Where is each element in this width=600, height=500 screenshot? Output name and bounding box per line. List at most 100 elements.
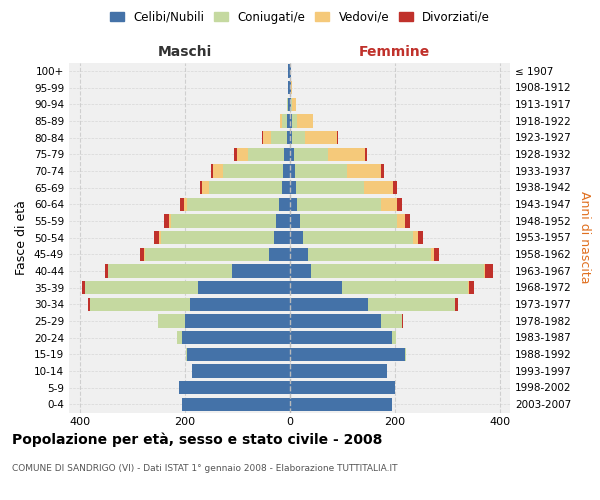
Bar — [193, 364, 290, 378]
Bar — [290, 148, 294, 161]
Bar — [290, 314, 382, 328]
Bar — [405, 214, 410, 228]
Bar — [455, 298, 458, 311]
Bar — [202, 181, 209, 194]
Bar — [182, 331, 290, 344]
Bar — [290, 264, 311, 278]
Bar — [290, 214, 300, 228]
Bar — [290, 298, 368, 311]
Bar — [392, 331, 396, 344]
Bar — [291, 98, 292, 111]
Bar — [311, 264, 484, 278]
Bar — [308, 248, 431, 261]
Bar — [302, 231, 413, 244]
Bar — [347, 164, 382, 177]
Bar — [282, 181, 290, 194]
Bar — [169, 214, 172, 228]
Bar — [164, 214, 169, 228]
Bar — [290, 81, 292, 94]
Bar — [105, 264, 108, 278]
Bar — [290, 198, 298, 211]
Y-axis label: Fasce di età: Fasce di età — [16, 200, 28, 275]
Bar — [290, 114, 292, 128]
Bar — [144, 248, 145, 261]
Bar — [237, 148, 248, 161]
Bar — [172, 214, 277, 228]
Bar — [211, 164, 214, 177]
Bar — [182, 398, 290, 411]
Bar — [185, 314, 290, 328]
Bar — [140, 248, 144, 261]
Bar — [282, 114, 287, 128]
Bar — [382, 198, 397, 211]
Bar — [434, 248, 439, 261]
Bar — [280, 114, 282, 128]
Bar — [290, 181, 296, 194]
Bar — [418, 231, 424, 244]
Bar — [287, 131, 290, 144]
Bar — [279, 198, 290, 211]
Bar — [328, 148, 365, 161]
Bar — [179, 381, 290, 394]
Bar — [368, 298, 455, 311]
Bar — [88, 298, 90, 311]
Bar — [289, 64, 290, 78]
Bar — [185, 348, 187, 361]
Bar — [190, 298, 290, 311]
Bar — [382, 314, 403, 328]
Bar — [469, 281, 474, 294]
Bar — [305, 131, 337, 144]
Bar — [277, 214, 290, 228]
Bar — [290, 248, 308, 261]
Text: Popolazione per età, sesso e stato civile - 2008: Popolazione per età, sesso e stato civil… — [12, 432, 382, 447]
Bar — [263, 131, 271, 144]
Bar — [290, 231, 302, 244]
Bar — [413, 231, 418, 244]
Bar — [223, 164, 283, 177]
Text: Femmine: Femmine — [359, 45, 430, 59]
Bar — [431, 248, 434, 261]
Bar — [288, 98, 290, 111]
Bar — [342, 281, 468, 294]
Text: COMUNE DI SANDRIGO (VI) - Dati ISTAT 1° gennaio 2008 - Elaborazione TUTTITALIA.I: COMUNE DI SANDRIGO (VI) - Dati ISTAT 1° … — [12, 464, 398, 473]
Bar — [393, 181, 397, 194]
Bar — [337, 131, 338, 144]
Bar — [214, 164, 223, 177]
Bar — [82, 281, 85, 294]
Bar — [364, 181, 393, 194]
Bar — [274, 231, 290, 244]
Bar — [296, 181, 364, 194]
Bar — [290, 98, 291, 111]
Bar — [283, 164, 290, 177]
Bar — [382, 164, 384, 177]
Bar — [90, 298, 190, 311]
Bar — [397, 214, 405, 228]
Bar — [284, 148, 290, 161]
Bar — [292, 114, 297, 128]
Bar — [287, 98, 288, 111]
Bar — [235, 148, 237, 161]
Bar — [200, 181, 202, 194]
Text: Maschi: Maschi — [157, 45, 212, 59]
Bar — [197, 281, 290, 294]
Bar — [290, 364, 386, 378]
Bar — [294, 148, 328, 161]
Bar — [290, 131, 292, 144]
Bar — [269, 248, 290, 261]
Bar — [248, 148, 284, 161]
Bar — [290, 164, 295, 177]
Bar — [209, 181, 282, 194]
Bar — [397, 198, 403, 211]
Bar — [290, 398, 392, 411]
Bar — [232, 264, 290, 278]
Bar — [290, 331, 392, 344]
Bar — [176, 331, 182, 344]
Bar — [184, 198, 187, 211]
Bar — [271, 131, 287, 144]
Bar — [290, 348, 405, 361]
Bar — [158, 314, 185, 328]
Bar — [154, 231, 159, 244]
Y-axis label: Anni di nascita: Anni di nascita — [578, 191, 591, 284]
Bar — [262, 131, 263, 144]
Bar — [187, 198, 279, 211]
